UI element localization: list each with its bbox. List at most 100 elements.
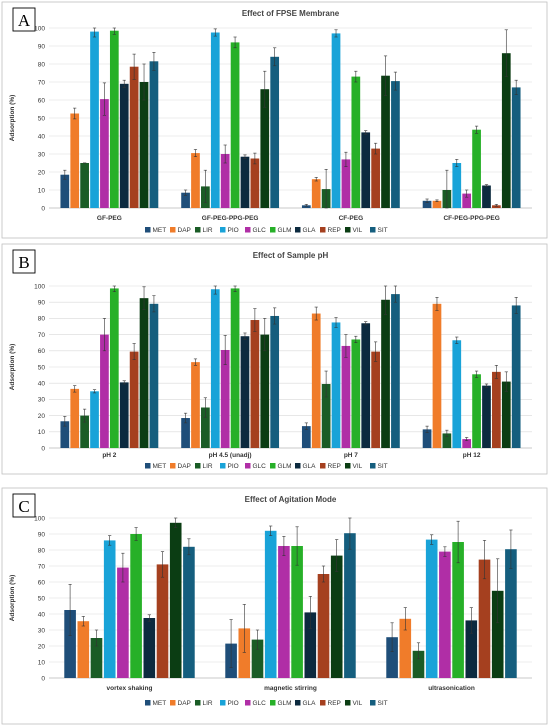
x-category-label: GF-PEG [97,215,122,222]
bar-vil [260,89,270,208]
bar-lir [90,638,103,678]
legend-label: REP [328,700,341,707]
bar-met [301,205,311,208]
bar-glc [100,334,109,448]
y-tick-label: 80 [38,547,46,554]
y-tick-label: 20 [38,643,46,650]
bar-sit [344,533,356,678]
bar-glm [130,534,142,678]
bar-gla [361,323,371,448]
bar-rep [492,205,501,208]
y-tick-label: 0 [41,445,45,452]
legend-swatch-sit [370,700,376,706]
bar-dap [311,313,321,448]
legend-swatch-dap [170,700,176,706]
legend-label: GLA [303,700,317,707]
legend-swatch-met [145,463,151,469]
bar-met [181,192,190,208]
bar-dap [311,179,321,208]
legend-label: REP [328,463,341,470]
y-tick-label: 10 [38,659,46,666]
legend-label: GLA [303,463,317,470]
x-category-label: CF-PEG [339,215,364,222]
bar-sit [511,305,521,448]
bar-rep [129,351,139,448]
y-axis-label: Adsorption (%) [9,344,16,391]
y-axis-label: Adsorption (%) [9,575,16,622]
legend-swatch-vil [345,700,351,706]
bar-dap [70,388,80,448]
bar-glm [472,374,481,448]
y-tick-label: 10 [38,429,46,436]
y-tick-label: 10 [38,187,46,194]
y-tick-label: 90 [38,531,46,538]
bar-sit [270,315,280,448]
legend-swatch-pio [220,700,226,706]
legend-swatch-gla [295,700,301,706]
legend-label: VIL [353,463,363,470]
legend-swatch-rep [320,227,326,233]
bar-vil [260,334,270,448]
legend-label: DAP [178,227,191,234]
bar-met [386,637,398,678]
legend-label: SIT [378,227,388,234]
bar-gla [240,156,250,208]
bar-dap [191,153,200,208]
bar-lir [80,415,89,448]
panel-label: A [18,11,31,30]
x-category-label: GF-PEG-PPG-PEG [202,215,259,222]
y-tick-label: 20 [38,169,46,176]
bar-dap [432,200,442,208]
bar-glm [452,542,464,678]
legend-swatch-glm [270,463,276,469]
bar-glm [109,288,119,448]
y-tick-label: 50 [38,115,46,122]
panel-label-box [12,493,36,518]
bar-gla [465,620,478,678]
legend-swatch-glm [270,227,276,233]
bar-sit [391,294,400,448]
bar-glm [351,339,361,448]
bar-sit [183,546,195,678]
legend-label: REP [328,227,341,234]
legend-swatch-lir [195,463,201,469]
y-tick-label: 90 [38,300,46,307]
legend-swatch-lir [195,227,201,233]
bar-glm [291,546,303,678]
panel-label: C [18,497,29,516]
bar-glc [462,439,472,448]
bar-sit [511,87,521,208]
bar-glc [220,154,230,208]
bar-met [64,610,76,678]
y-tick-label: 60 [38,348,46,355]
legend-label: GLA [303,227,317,234]
legend-label: VIL [353,700,363,707]
x-category-label: pH 2 [102,452,116,459]
y-tick-label: 30 [38,397,46,404]
legend-label: MET [153,463,167,470]
bar-vil [491,590,504,678]
y-tick-label: 100 [34,283,45,290]
legend-label: GLM [278,227,292,234]
bar-glm [109,30,119,209]
legend-label: GLM [278,463,292,470]
bar-met [60,421,70,448]
bar-vil [139,298,149,448]
legend-swatch-glc [245,700,251,706]
y-tick-label: 80 [38,316,46,323]
y-tick-label: 50 [38,364,46,371]
x-category-label: pH 12 [463,452,481,459]
bar-met [301,426,311,448]
y-tick-label: 50 [38,595,46,602]
bar-dap [399,618,412,678]
bar-met [422,429,432,448]
bar-glm [472,129,481,208]
legend-label: LIR [203,700,213,707]
bar-gla [482,185,491,208]
y-tick-label: 40 [38,133,46,140]
bar-vil [139,82,149,208]
bar-dap [238,628,251,678]
bar-rep [492,371,501,448]
bar-lir [321,384,331,448]
